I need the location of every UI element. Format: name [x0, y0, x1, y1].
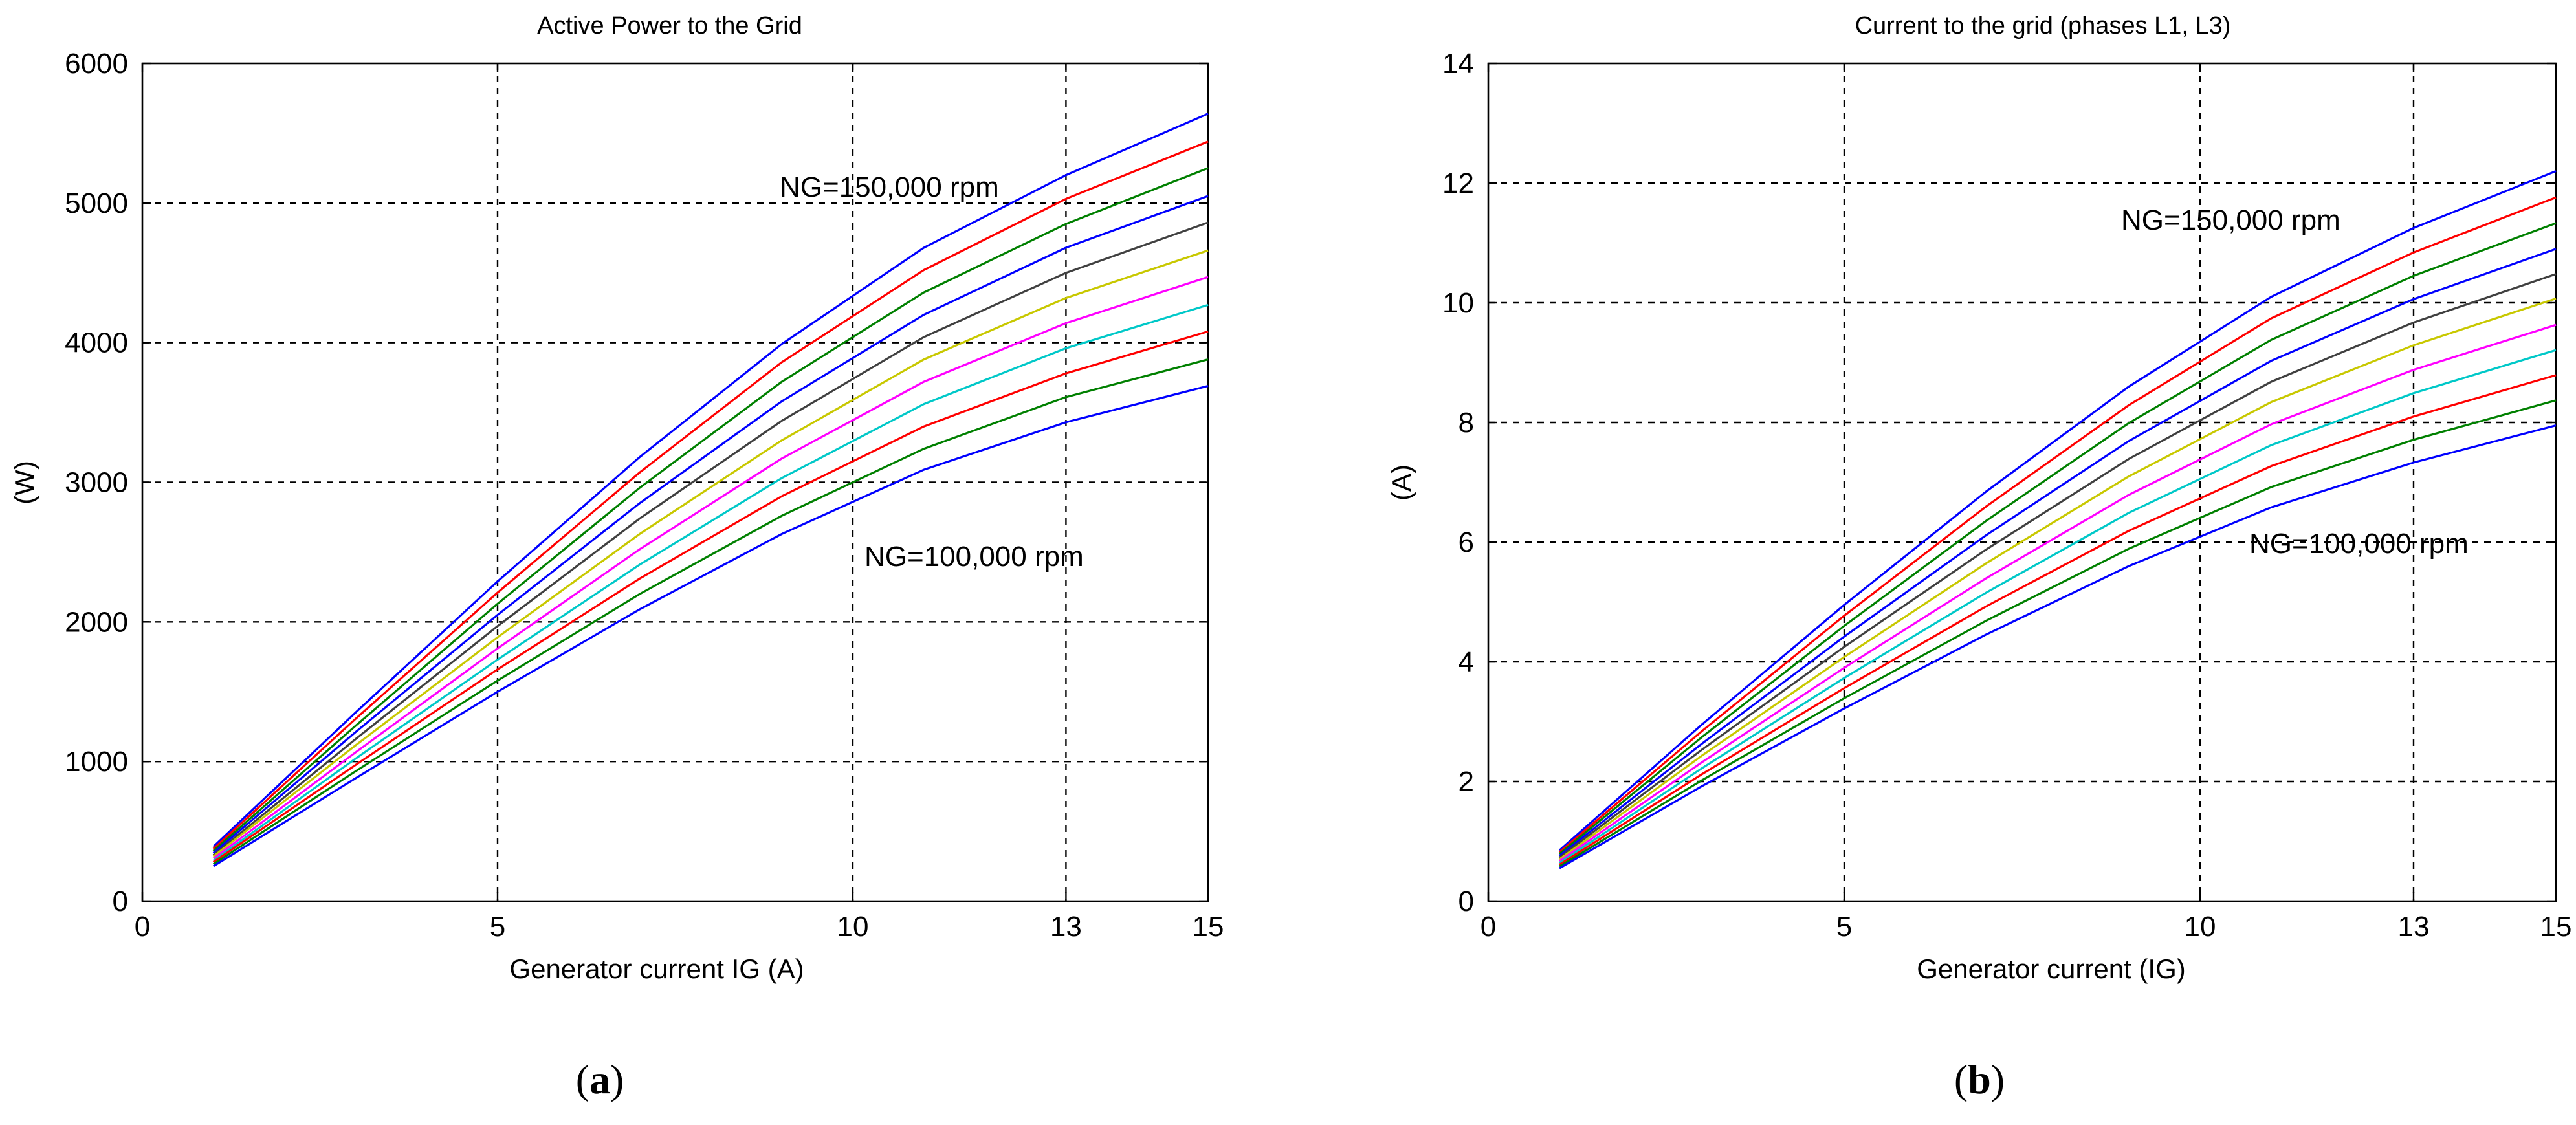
- y-tick-label-1000: 1000: [65, 746, 128, 778]
- y-tick-label-14: 14: [1442, 48, 1474, 80]
- series-line-a-5-125-000-rpm: [212, 249, 1209, 858]
- series-line-a-7-115-000-rpm: [212, 303, 1209, 862]
- annotation-ng-150000-a: NG=150,000 rpm: [780, 171, 999, 203]
- series-line-a-10-ng-100-000-rpm: [212, 385, 1209, 868]
- series-line-b-7-115-000-rpm: [1559, 349, 2557, 864]
- panel-label-a-letter: a: [589, 1056, 610, 1102]
- y-tick-label-4000: 4000: [65, 327, 128, 359]
- y-tick-label-0: 0: [1459, 886, 1474, 917]
- series-line-b-9-105-000-rpm: [1559, 399, 2557, 868]
- series-line-b-0-ng-150-000-rpm: [1558, 170, 2557, 851]
- series-line-b-3-135-000-rpm: [1559, 248, 2557, 857]
- series-line-a-6-120-000-rpm: [212, 276, 1209, 860]
- series-line-a-3-135-000-rpm: [212, 195, 1209, 854]
- chart-panel-b: Current to the grid (phases L1, L3) 0 5 10…: [1386, 12, 2571, 1102]
- series-line-a-4-130-000-rpm: [212, 221, 1209, 857]
- series-line-a-8-110-000-rpm: [212, 330, 1209, 863]
- x-tick-label-0: 0: [135, 911, 150, 943]
- y-tick-label-2000: 2000: [65, 606, 128, 638]
- ticks-a: 0 5 10 13 15 0 1000 2000 3000 4000 5000 6000: [65, 48, 1224, 943]
- y-tick-label-5000: 5000: [65, 188, 128, 219]
- x-axis-label-b: Generator current (IG): [1917, 954, 2185, 984]
- y-tick-label-6: 6: [1459, 527, 1474, 558]
- y-tick-label-6000: 6000: [65, 48, 128, 80]
- x-tick-label-13: 13: [1050, 911, 1082, 943]
- x-tick-label-15: 15: [1193, 911, 1224, 943]
- x-tick-label-15: 15: [2540, 911, 2572, 943]
- y-tick-label-3000: 3000: [65, 467, 128, 499]
- series-line-a-2-140-000-rpm: [212, 167, 1209, 852]
- series-line-b-8-110-000-rpm: [1559, 374, 2557, 866]
- y-tick-label-2: 2: [1459, 766, 1474, 798]
- panel-label-a-close: ): [610, 1056, 624, 1102]
- x-tick-label-10: 10: [837, 911, 869, 943]
- annotation-ng-100000-b: NG=100,000 rpm: [2249, 528, 2469, 560]
- x-axis-label-a: Generator current IG (A): [509, 954, 804, 984]
- series-group-a: [212, 113, 1209, 868]
- series-line-a-9-105-000-rpm: [212, 358, 1209, 866]
- x-tick-label-13: 13: [2398, 911, 2430, 943]
- chart-title-a: Active Power to the Grid: [537, 12, 802, 39]
- x-tick-label-0: 0: [1481, 911, 1496, 943]
- series-line-b-10-ng-100-000-rpm: [1559, 424, 2557, 869]
- y-axis-label-b: (A): [1386, 464, 1416, 501]
- x-tick-label-10: 10: [2185, 911, 2216, 943]
- series-line-b-6-120-000-rpm: [1559, 323, 2557, 862]
- panel-label-a: (a): [576, 1056, 624, 1102]
- series-line-b-4-130-000-rpm: [1559, 273, 2557, 858]
- series-line-b-2-140-000-rpm: [1558, 222, 2557, 855]
- y-tick-label-10: 10: [1442, 287, 1474, 319]
- panel-label-b-close: ): [1991, 1056, 2005, 1102]
- series-group-b: [1558, 170, 2557, 869]
- y-axis-label-a: (W): [9, 461, 39, 505]
- panel-label-b: (b): [1954, 1056, 2005, 1102]
- series-line-b-1-145-000-rpm: [1558, 196, 2557, 853]
- series-line-a-1-145-000-rpm: [212, 140, 1209, 850]
- y-tick-label-8: 8: [1459, 407, 1474, 439]
- panel-label-b-letter: b: [1968, 1056, 1991, 1102]
- y-tick-label-12: 12: [1442, 168, 1474, 199]
- x-tick-label-5: 5: [1836, 911, 1852, 943]
- panel-label-a-open: (: [576, 1056, 589, 1102]
- y-tick-label-0: 0: [113, 886, 128, 917]
- chart-title-b: Current to the grid (phases L1, L3): [1855, 12, 2231, 39]
- panel-label-b-open: (: [1954, 1056, 1968, 1102]
- y-tick-label-4: 4: [1459, 646, 1474, 678]
- ticks-b: 0 5 10 13 15 0 2 4 6 8 10 12 14: [1442, 48, 2571, 943]
- x-tick-label-5: 5: [490, 911, 505, 943]
- annotation-ng-150000-b: NG=150,000 rpm: [2121, 204, 2340, 236]
- series-line-b-5-125-000-rpm: [1559, 297, 2557, 860]
- annotation-ng-100000-a: NG=100,000 rpm: [864, 541, 1084, 573]
- chart-panel-a: Active Power to the Grid 0 5 10 13 15 0 1000 20…: [9, 12, 1224, 1102]
- series-line-a-0-ng-150-000-rpm: [212, 113, 1209, 847]
